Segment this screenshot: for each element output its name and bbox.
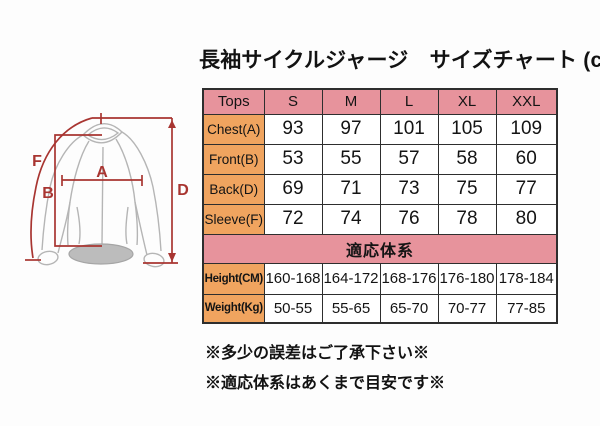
left-sleeve-outer xyxy=(41,134,84,251)
measure-line-b xyxy=(54,134,102,247)
row-label-front: Front(B) xyxy=(202,143,265,175)
table-row-sleeve: Sleeve(F) 72 74 76 78 80 xyxy=(202,203,558,235)
row-label-sleeve: Sleeve(F) xyxy=(202,203,265,235)
note-guideline: ※適応体系はあくまで目安です※ xyxy=(205,375,446,392)
cell-sleeve-xxl: 80 xyxy=(495,203,558,235)
cell-chest-m: 97 xyxy=(321,113,381,145)
col-header-size-m: M xyxy=(321,88,381,115)
measure-d-top-arrow xyxy=(168,120,176,128)
cell-sleeve-xl: 78 xyxy=(437,203,497,235)
cell-height-m: 164-172 xyxy=(321,262,381,295)
left-cuff xyxy=(37,250,59,266)
cell-chest-xl: 105 xyxy=(437,113,497,145)
cell-back-s: 69 xyxy=(263,173,323,205)
note-tolerance: ※多少の誤差はご了承下さい※ xyxy=(205,345,430,362)
col-header-size-xxl: XXL xyxy=(495,88,558,115)
right-body-side xyxy=(134,201,139,246)
cell-back-l: 73 xyxy=(379,173,439,205)
cell-back-m: 71 xyxy=(321,173,381,205)
row-label-back: Back(D) xyxy=(202,173,265,205)
measure-label-d: D xyxy=(177,182,189,199)
cell-front-l: 57 xyxy=(379,143,439,175)
col-header-size-l: L xyxy=(379,88,439,115)
row-label-chest: Chest(A) xyxy=(202,113,265,145)
center-zip-line xyxy=(101,146,104,245)
row-label-weight: Weight(Kg) xyxy=(202,293,265,324)
cell-weight-m: 55-65 xyxy=(321,293,381,324)
table-row-chest: Chest(A) 93 97 101 105 109 xyxy=(202,113,558,145)
left-body-side xyxy=(66,201,71,246)
cell-front-xl: 58 xyxy=(437,143,497,175)
right-raglan-seam xyxy=(115,138,136,203)
measure-label-a: A xyxy=(96,164,108,181)
right-panel-seam xyxy=(125,206,129,245)
measure-d-bottom-arrow xyxy=(168,253,176,262)
cell-back-xl: 75 xyxy=(437,173,497,205)
cell-height-s: 160-168 xyxy=(263,262,323,295)
cell-back-xxl: 77 xyxy=(495,173,558,205)
cell-front-xxl: 60 xyxy=(495,143,558,175)
table-row-back: Back(D) 69 71 73 75 77 xyxy=(202,173,558,205)
cell-sleeve-l: 76 xyxy=(379,203,439,235)
cell-weight-l: 65-70 xyxy=(379,293,439,324)
cell-chest-l: 101 xyxy=(379,113,439,145)
left-raglan-seam xyxy=(69,140,90,203)
right-cuff xyxy=(143,252,165,268)
cell-weight-s: 50-55 xyxy=(263,293,323,324)
cell-front-m: 55 xyxy=(321,143,381,175)
col-header-size-xl: XL xyxy=(437,88,497,115)
measure-line-f xyxy=(30,117,93,259)
table-header-row: Tops S M L XL XXL xyxy=(202,88,558,115)
right-sleeve-outer xyxy=(121,131,162,252)
table-row-weight: Weight(Kg) 50-55 55-65 65-70 70-77 77-85 xyxy=(202,293,558,324)
cell-sleeve-s: 72 xyxy=(263,203,323,235)
table-row-front: Front(B) 53 55 57 58 60 xyxy=(202,143,558,175)
jersey-outline xyxy=(37,123,165,268)
col-header-size-s: S xyxy=(263,88,323,115)
section-header: 適応体系 xyxy=(202,233,558,264)
row-label-height: Height(CM) xyxy=(202,262,265,295)
jersey-diagram: A B D F xyxy=(25,113,189,268)
page-title: 長袖サイクルジャージ サイズチャート (cm) xyxy=(199,49,600,72)
section-header-row: 適応体系 xyxy=(202,233,558,264)
measure-label-f: F xyxy=(32,153,42,170)
cell-height-xl: 176-180 xyxy=(437,262,497,295)
cell-sleeve-m: 74 xyxy=(321,203,381,235)
measurement-lines xyxy=(25,113,178,264)
cell-height-l: 168-176 xyxy=(379,262,439,295)
cell-weight-xxl: 77-85 xyxy=(495,293,558,324)
collar-inner xyxy=(86,127,120,141)
size-table: Tops S M L XL XXL Chest(A) 93 97 101 105… xyxy=(202,88,558,324)
cell-front-s: 53 xyxy=(263,143,323,175)
jersey-hem xyxy=(68,243,134,265)
measure-label-b: B xyxy=(42,185,54,202)
cell-chest-s: 93 xyxy=(263,113,323,145)
cell-chest-xxl: 109 xyxy=(495,113,558,145)
col-header-tops: Tops xyxy=(202,88,265,115)
left-panel-seam xyxy=(76,206,81,245)
cell-weight-xl: 70-77 xyxy=(437,293,497,324)
table-row-height: Height(CM) 160-168 164-172 168-176 176-1… xyxy=(202,262,558,295)
cell-height-xxl: 178-184 xyxy=(495,262,558,295)
